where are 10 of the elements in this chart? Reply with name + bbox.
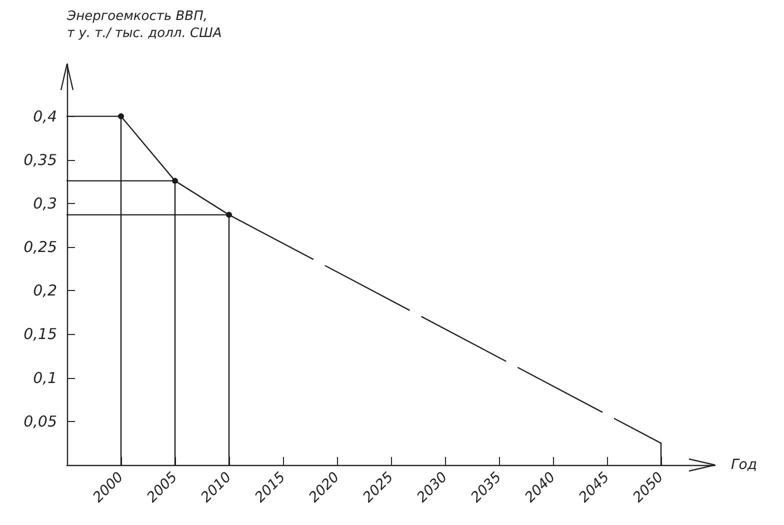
x-axis-title: Год (731, 457, 758, 473)
y-tick-label: 0,05 (24, 412, 57, 430)
y-tick-label: 0,3 (33, 194, 57, 212)
y-tick-label: 0,25 (24, 238, 57, 256)
y-tick-label: 0,4 (33, 107, 57, 126)
y-tick-label: 0,2 (33, 282, 57, 300)
y-tick-label: 0,15 (24, 325, 57, 344)
y-tick-label: 0,35 (24, 150, 57, 169)
y-tick-label: 0,1 (33, 368, 57, 387)
y-axis-title: Энергоемкость ВВП, т у. т./ тыс. долл. США (66, 9, 222, 41)
